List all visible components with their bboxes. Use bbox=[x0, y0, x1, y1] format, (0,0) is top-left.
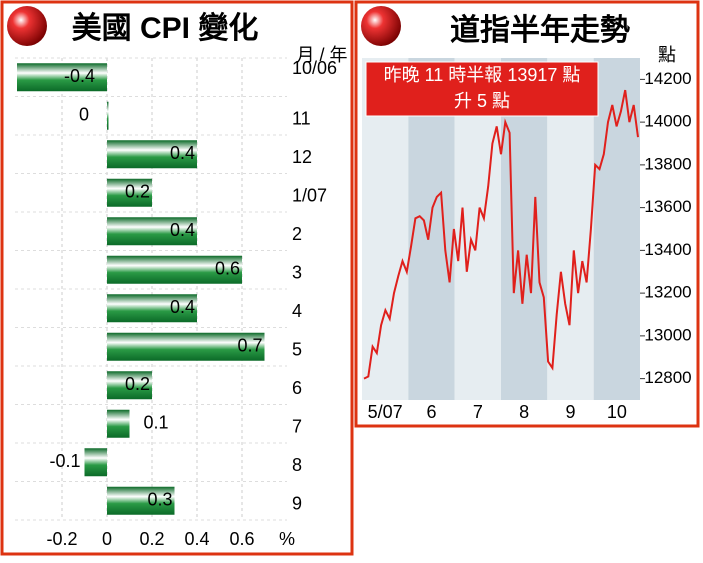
y-tick-label: 3 bbox=[292, 263, 302, 283]
value-label: 0.4 bbox=[170, 297, 195, 317]
chart-title: 道指半年走勢 bbox=[450, 14, 630, 47]
bar bbox=[17, 63, 107, 92]
y-tick-label: 12800 bbox=[644, 368, 691, 387]
y-tick-label: 4 bbox=[292, 301, 302, 321]
value-label: 0.4 bbox=[170, 143, 195, 163]
x-axis-label: % bbox=[279, 529, 295, 549]
annotation: 升 5 點 bbox=[454, 91, 510, 111]
value-label: 0.6 bbox=[215, 259, 240, 279]
y-tick-label: 14200 bbox=[644, 69, 691, 88]
annotation-box bbox=[365, 61, 599, 117]
value-label: 0 bbox=[79, 105, 89, 125]
value-label: 0.2 bbox=[125, 182, 150, 202]
x-tick-label: 0.6 bbox=[229, 529, 254, 549]
y-tick-label: 7 bbox=[292, 417, 302, 437]
y-tick-label: 14000 bbox=[644, 112, 691, 131]
bar bbox=[107, 294, 197, 323]
chart-title: 美國 CPI 變化 bbox=[72, 11, 259, 45]
y-tick-label: 13600 bbox=[644, 197, 691, 216]
x-tick-label: 9 bbox=[565, 402, 575, 422]
bar bbox=[107, 371, 152, 400]
bar bbox=[107, 409, 130, 438]
y-tick-label: 13200 bbox=[644, 283, 691, 302]
y-tick-label: 6 bbox=[292, 378, 302, 398]
value-label: 0.4 bbox=[170, 220, 195, 240]
bar bbox=[107, 101, 109, 130]
bar bbox=[107, 486, 175, 515]
y-tick-label: 8 bbox=[292, 455, 302, 475]
x-tick-label: 5/07 bbox=[368, 402, 403, 422]
y-tick-label: 11 bbox=[292, 109, 311, 129]
y-axis-label: 月 / 年 bbox=[296, 45, 347, 65]
bar bbox=[107, 217, 197, 246]
x-tick-label: 0.2 bbox=[139, 529, 164, 549]
value-label: -0.4 bbox=[64, 66, 95, 86]
bar bbox=[107, 255, 242, 284]
icon bbox=[7, 6, 47, 46]
y-tick-label: 1/07 bbox=[292, 186, 327, 206]
value-label: 0.3 bbox=[147, 490, 172, 510]
value-label: -0.1 bbox=[49, 451, 80, 471]
month-band bbox=[593, 58, 640, 400]
y-tick-label: 5 bbox=[292, 340, 302, 360]
bar bbox=[107, 140, 197, 169]
y-tick-label: 13000 bbox=[644, 325, 691, 344]
x-tick-label: 10 bbox=[607, 402, 627, 422]
y-tick-label: 10/06 bbox=[292, 58, 337, 78]
x-tick-label: 0 bbox=[102, 529, 112, 549]
value-label: 0.7 bbox=[237, 336, 262, 356]
x-tick-label: 7 bbox=[473, 402, 483, 422]
y-tick-label: 13800 bbox=[644, 154, 691, 173]
y-tick-label: 13400 bbox=[644, 240, 691, 259]
x-tick-label: 8 bbox=[519, 402, 529, 422]
bar bbox=[84, 448, 107, 477]
x-tick-label: 0.4 bbox=[184, 529, 209, 549]
bar bbox=[107, 332, 265, 361]
x-tick-label: -0.2 bbox=[46, 529, 77, 549]
annotation: 昨晚 11 時半報 13917 點 bbox=[384, 65, 581, 85]
icon bbox=[361, 6, 401, 46]
y-axis-label: 點 bbox=[658, 45, 676, 65]
line bbox=[363, 89, 639, 380]
value-label: 0.1 bbox=[144, 413, 169, 433]
y-tick-label: 9 bbox=[292, 494, 302, 514]
bar bbox=[107, 178, 152, 207]
x-tick-label: 6 bbox=[426, 402, 436, 422]
value-label: 0.2 bbox=[125, 374, 150, 394]
y-tick-label: 12 bbox=[292, 147, 312, 167]
y-tick-label: 2 bbox=[292, 224, 302, 244]
